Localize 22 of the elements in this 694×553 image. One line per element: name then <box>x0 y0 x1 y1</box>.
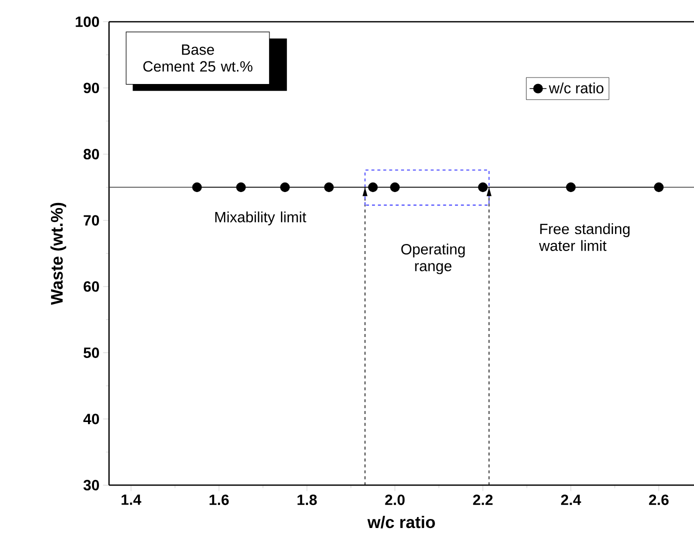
y-tick-label: 90 <box>84 82 99 94</box>
x-tick-label: 2.6 <box>649 494 669 505</box>
y-tick-label: 80 <box>84 148 99 160</box>
y-tick-label: 60 <box>84 281 99 292</box>
y-tick-label: 30 <box>83 480 99 490</box>
annotation: Mixability limit <box>215 211 306 226</box>
x-axis-title: w/c ratio <box>367 516 435 528</box>
y-tick-label: 50 <box>84 347 99 358</box>
legend-label: w/c ratio <box>548 82 604 94</box>
x-tick-label: 1.6 <box>210 494 229 505</box>
y-tick-label: 40 <box>83 414 99 424</box>
y-tick-label: 70 <box>84 214 99 226</box>
x-tick-label: 1.4 <box>122 494 142 505</box>
x-tick-label: 2.0 <box>385 494 405 505</box>
y-axis-title: Waste (wt.%) <box>50 202 66 305</box>
y-tick-label: 100 <box>76 16 99 27</box>
x-tick-label: 1.8 <box>298 494 317 505</box>
annotation: Base Cement 25 wt.% <box>143 44 252 72</box>
annotation: Free standing water limit <box>539 223 630 251</box>
annotation: Operating range <box>401 243 465 274</box>
x-tick-label: 2.2 <box>473 494 493 505</box>
x-tick-label: 2.4 <box>561 494 582 505</box>
